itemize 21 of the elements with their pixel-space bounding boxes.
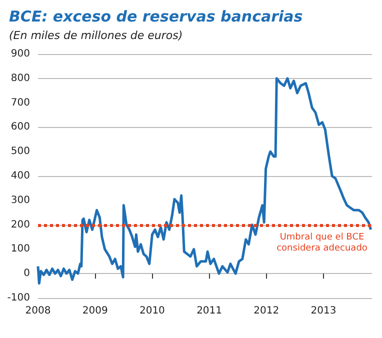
y-tick-label: 200 — [10, 219, 30, 230]
x-tick-label: 2011 — [196, 306, 222, 316]
y-tick-label: 100 — [10, 244, 30, 255]
chart-title: BCE: exceso de reservas bancarias — [9, 8, 303, 26]
y-tick-label: 0 — [24, 268, 30, 280]
y-tick-label: 300 — [10, 194, 30, 206]
y-tick-label: 400 — [10, 170, 30, 182]
y-tick-label: 700 — [10, 97, 30, 108]
x-tick-label: 2008 — [25, 306, 51, 316]
y-tick-label: -100 — [7, 292, 30, 304]
x-tick-label: 2013 — [310, 306, 336, 316]
x-tick-label: 2009 — [82, 306, 108, 316]
y-tick-label: 900 — [10, 48, 30, 60]
x-tick-label: 2012 — [254, 306, 280, 316]
y-tick-label: 500 — [10, 146, 30, 158]
y-tick-label: 800 — [10, 72, 30, 84]
y-tick-label: 600 — [10, 122, 30, 133]
line-series — [36, 77, 372, 285]
x-tick-label: 2010 — [139, 306, 165, 316]
ref-line-label: Umbral que el BCE considera adecuado — [276, 232, 368, 254]
chart-subtitle: (En miles de millones de euros) — [9, 29, 183, 42]
